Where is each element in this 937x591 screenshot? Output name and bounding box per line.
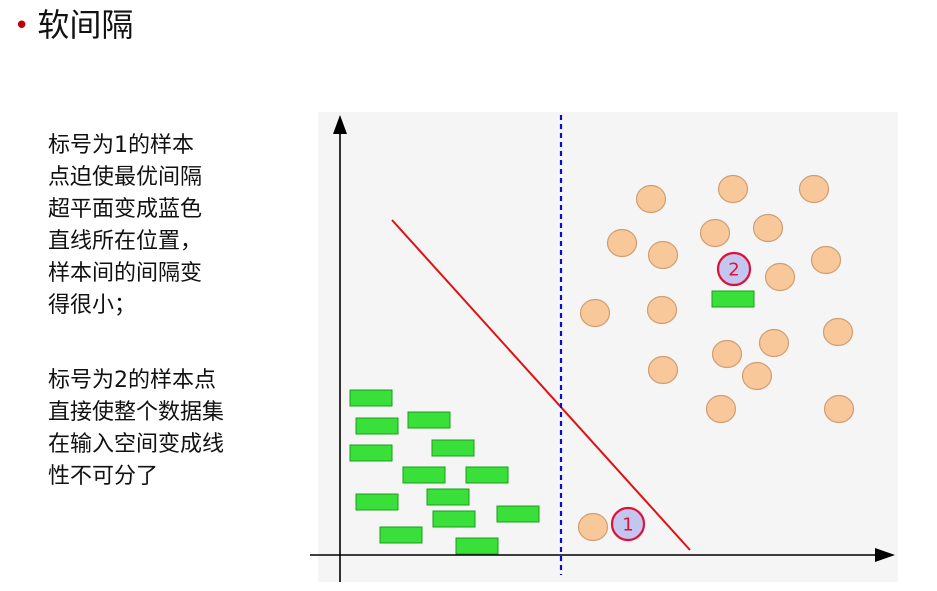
class-circle-point — [647, 240, 679, 270]
class-rect-point — [431, 439, 475, 457]
text-line: 在输入空间变成线 — [48, 432, 225, 457]
soft-margin-diagram: 12 — [310, 112, 898, 582]
class-rect-point — [349, 444, 393, 462]
text-line: 点迫使最优间隔 — [48, 165, 203, 190]
slide-title: 软间隔 — [37, 6, 134, 44]
text-line: 标号为1的样本 — [48, 133, 194, 158]
class-circle-point — [764, 262, 796, 292]
class-circle-point — [798, 174, 830, 204]
class-circle-point — [705, 394, 737, 424]
class-circle-point — [647, 355, 679, 385]
text-line: 直线所在位置， — [48, 229, 203, 254]
marked-sample-label: 1 — [622, 515, 633, 536]
original-hyperplane-line — [391, 219, 691, 551]
class-circle-point — [810, 245, 842, 275]
marked-sample-circle — [610, 506, 646, 542]
class-circle-point — [635, 184, 667, 214]
class-rect-point — [455, 537, 499, 555]
class-rect-point — [355, 493, 399, 511]
text-line: 性不可分了 — [48, 464, 159, 489]
class-circle-point — [646, 295, 678, 325]
bullet-icon: • — [14, 10, 30, 41]
text-line: 标号为2的样本点 — [48, 368, 216, 393]
slide-title-row: • 软间隔 — [14, 6, 134, 44]
class-rect-point — [711, 290, 755, 308]
text-line: 得很小； — [48, 293, 137, 318]
class-rect-point — [349, 389, 393, 407]
paragraph-sample-2: 标号为2的样本点 直接使整个数据集 在输入空间变成线 性不可分了 — [48, 365, 224, 493]
marked-sample-label: 2 — [728, 260, 739, 281]
class-rect-point — [432, 510, 476, 528]
class-rect-point — [407, 411, 451, 429]
class-rect-point — [355, 417, 399, 435]
class-circle-point — [822, 317, 854, 347]
class-circle-point — [577, 512, 609, 542]
marked-sample-circle — [716, 251, 752, 287]
class-rect-point — [379, 526, 423, 544]
class-circle-point — [823, 394, 855, 424]
class-circle-point — [711, 339, 743, 369]
class-circle-point — [699, 218, 731, 248]
class-rect-point — [465, 466, 509, 484]
x-axis-arrow-icon — [875, 548, 895, 562]
paragraph-sample-1: 标号为1的样本 点迫使最优间隔 超平面变成蓝色 直线所在位置， 样本间的间隔变 … — [48, 130, 202, 322]
class-circle-point — [741, 361, 773, 391]
class-rect-point — [402, 466, 446, 484]
text-line: 超平面变成蓝色 — [48, 197, 203, 222]
class-circle-point — [758, 328, 790, 358]
class-circle-point — [606, 228, 638, 258]
text-line: 直接使整个数据集 — [48, 400, 225, 425]
class-circle-point — [752, 213, 784, 243]
text-line: 样本间的间隔变 — [48, 261, 203, 286]
class-rect-point — [496, 505, 540, 523]
class-circle-point — [717, 174, 749, 204]
class-circle-point — [579, 298, 611, 328]
class-rect-point — [426, 488, 470, 506]
y-axis-arrow-icon — [333, 115, 347, 134]
